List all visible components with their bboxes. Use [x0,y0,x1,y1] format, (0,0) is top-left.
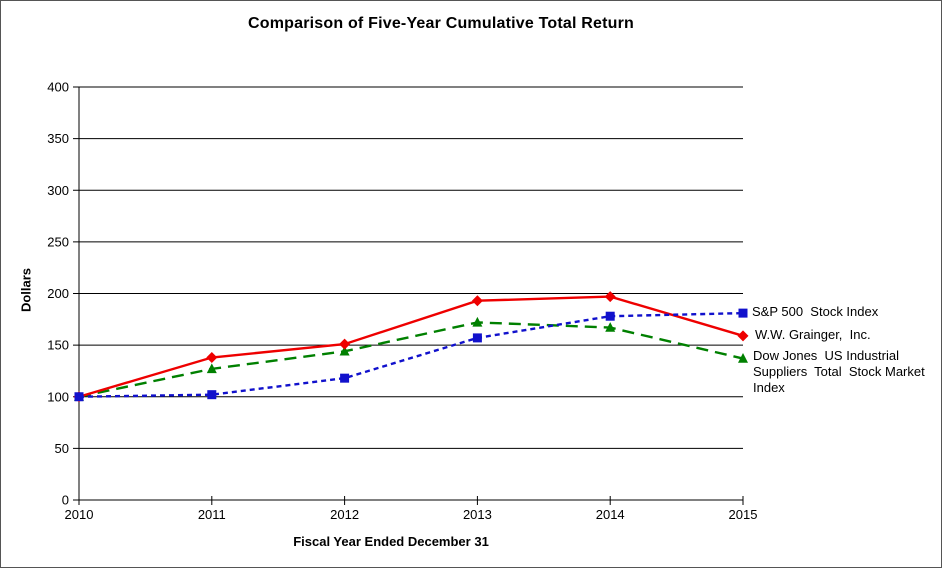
series-line [78,295,744,398]
marker-triangle [738,353,748,363]
marker-diamond [737,330,749,342]
series-line [78,321,744,398]
marker-triangle [472,316,483,327]
marker-square [605,311,615,321]
y-tick-label: 0 [62,493,69,508]
y-tick-label: 300 [47,183,69,198]
y-tick-label: 400 [47,80,69,95]
marker-square [472,333,482,343]
x-tick-label: 2010 [65,507,94,522]
x-tick-label: 2012 [330,507,359,522]
marker-square [207,390,217,400]
y-tick-label: 100 [47,389,69,404]
marker-diamond [604,291,616,303]
marker-diamond [339,338,351,350]
marker-square [74,392,84,402]
x-tick-label: 2014 [596,507,625,522]
legend-label-dow-jones-us-industrial-suppliers: Dow Jones US Industrial Suppliers Total … [753,348,925,395]
y-tick-label: 200 [47,286,69,301]
y-tick-label: 350 [47,131,69,146]
x-tick-label: 2015 [729,507,758,522]
x-axis-title: Fiscal Year Ended December 31 [293,534,489,549]
marker-triangle [339,345,350,356]
x-tick-label: 2011 [198,507,226,522]
marker-square [738,308,748,318]
legend-label-sp500-stock-index: S&P 500 Stock Index [752,304,879,319]
y-tick-label: 50 [55,441,69,456]
y-tick-label: 250 [47,234,69,249]
marker-triangle [605,322,616,332]
marker-triangle [206,363,217,374]
series-line [78,311,744,398]
y-tick-label: 150 [47,338,69,353]
chart-title: Comparison of Five-Year Cumulative Total… [247,15,635,32]
marker-diamond [206,352,218,364]
marker-diamond [471,295,483,307]
x-tick-label: 2013 [463,507,492,522]
legend-label-ww-grainger: W.W. Grainger, Inc. [755,327,871,342]
marker-square [340,373,350,383]
